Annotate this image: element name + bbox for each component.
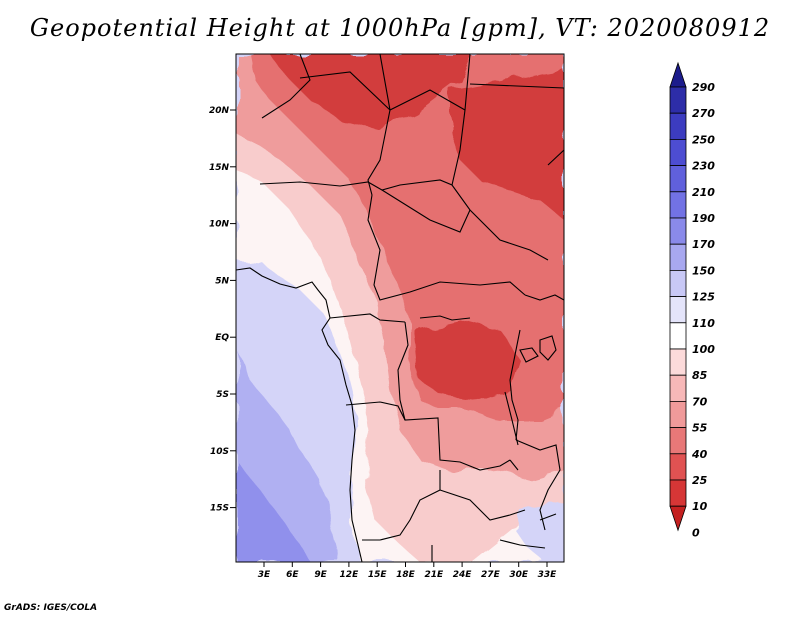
colorbar-bottom-arrow [669, 505, 687, 532]
colorbar-label: 100 [692, 343, 715, 356]
lon-tick-label: 6E [286, 570, 299, 580]
border [547, 149, 564, 166]
lon-tick-label: 18E [396, 570, 416, 580]
colorbar-label: 125 [692, 291, 715, 304]
border [397, 321, 409, 421]
colorbar-label: 290 [692, 81, 715, 94]
lon-tick-label: 24E [453, 570, 473, 580]
lat-tick-label: 5N [215, 276, 229, 286]
colorbar-label: 55 [692, 422, 708, 435]
colorbar-segment [669, 191, 687, 219]
colorbar-segment [669, 217, 687, 245]
land-dark [270, 54, 564, 400]
colorbar-segment [669, 243, 687, 271]
boundaries [236, 54, 564, 562]
lon-tick-label: 3E [258, 570, 271, 580]
border [439, 489, 526, 521]
lon-tick-label: 9E [314, 570, 327, 580]
coastline [236, 267, 363, 562]
border [509, 329, 521, 441]
lon-tick-label: 12E [340, 570, 360, 580]
colorbar-segment [669, 165, 687, 193]
colorbar-segment [669, 479, 687, 507]
border [367, 194, 526, 301]
border [451, 54, 471, 186]
lat-tick-label: 20N [209, 106, 230, 116]
colorbar-top-arrow [669, 61, 687, 88]
colorbar-segment [669, 374, 687, 402]
lon-tick-label: 15E [368, 570, 388, 580]
colorbar-segment [669, 112, 687, 140]
colorbar-label: 25 [692, 474, 708, 487]
lon-tick-label: 21E [424, 570, 444, 580]
lat-tick-label: 15N [209, 163, 230, 173]
colorbar-segment [669, 400, 687, 428]
border [261, 54, 311, 119]
border [329, 313, 406, 323]
border [259, 179, 549, 261]
land-white-patch [236, 200, 320, 270]
colorbar-label: 70 [692, 395, 708, 408]
lake [539, 335, 557, 361]
colorbar-label: 0 [692, 526, 700, 539]
colorbar-label: 170 [692, 238, 715, 251]
colorbar-segment [669, 86, 687, 114]
colorbar-segment [669, 322, 687, 350]
colorbar-label: 150 [692, 264, 715, 277]
colorbar: 2902702502302101901701501251101008570554… [669, 61, 715, 539]
lake [509, 459, 557, 521]
colorbar-segment [669, 453, 687, 481]
plot-frame [235, 53, 565, 563]
chart-title: Geopotential Height at 1000hPa [gpm], VT… [29, 14, 771, 42]
border [469, 83, 564, 89]
lat-tick-label: 5S [216, 390, 229, 400]
colorbar-label: 85 [692, 369, 708, 382]
border [515, 439, 561, 531]
colorbar-label: 210 [692, 186, 715, 199]
geopotential-field [236, 54, 564, 562]
lake [504, 391, 519, 446]
lat-tick-label: EQ [215, 333, 229, 343]
longitude-axis: 3E 6E 9E 12E 15E 18E 21E 24E 27E 30E 33E [258, 562, 557, 580]
border [431, 539, 546, 562]
border [345, 401, 511, 471]
border [524, 294, 564, 301]
lake [419, 315, 471, 321]
border [381, 189, 471, 233]
lon-tick-label: 30E [509, 570, 529, 580]
lat-tick-label: 10N [209, 220, 230, 230]
colorbar-label: 110 [692, 317, 715, 330]
colorbar-segment [669, 348, 687, 376]
border [367, 54, 391, 196]
colorbar-segment [669, 138, 687, 166]
colorbar-label: 10 [692, 500, 708, 513]
lon-tick-label: 27E [481, 570, 501, 580]
credit-label: GrADS: IGES/COLA [4, 603, 98, 613]
colorbar-label: 250 [692, 133, 715, 146]
colorbar-label: 230 [692, 160, 715, 173]
lake [519, 347, 539, 363]
border [299, 71, 391, 111]
colorbar-label: 40 [691, 448, 708, 461]
colorbar-segment [669, 296, 687, 324]
lat-tick-label: 15S [210, 504, 229, 514]
colorbar-segment [669, 427, 687, 455]
lon-tick-label: 33E [538, 570, 558, 580]
colorbar-label: 190 [692, 212, 715, 225]
ocean-band-deep [236, 460, 310, 562]
colorbar-label: 270 [692, 107, 715, 120]
border [389, 89, 466, 111]
latitude-axis: 20N 15N 10N 5N EQ 5S 10S 15S [209, 106, 236, 514]
colorbar-segment [669, 269, 687, 297]
lat-tick-label: 10S [210, 447, 229, 457]
